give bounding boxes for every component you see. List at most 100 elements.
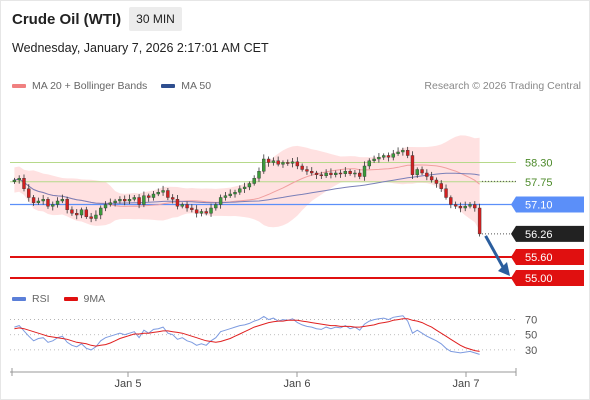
candle-body [151, 193, 156, 198]
legend-ma50: MA 50 [161, 80, 211, 92]
candle-body [103, 204, 108, 209]
candle-body [353, 172, 357, 175]
candle-body [113, 200, 117, 203]
candle-body [180, 204, 184, 207]
candle-body [146, 195, 151, 198]
rsi-ma-swatch-icon [63, 297, 78, 301]
candle-body [343, 171, 348, 174]
candle-body [209, 207, 213, 214]
level-label-0: 58.30 [525, 158, 553, 170]
candle-body [300, 165, 304, 170]
ma50-line [14, 172, 480, 204]
candle-body [468, 204, 472, 207]
timestamp: Wednesday, January 7, 2026 2:17:01 AM CE… [12, 41, 269, 55]
candle-body [190, 207, 194, 210]
candle-body [473, 204, 477, 209]
candle-body [425, 172, 429, 177]
bollinger-band [14, 135, 480, 231]
candle-body [266, 158, 271, 163]
candle-body [99, 207, 103, 216]
candle-body [348, 171, 352, 174]
candle-body [305, 169, 309, 172]
candle-body [199, 211, 204, 214]
candle-body [242, 186, 247, 189]
candle-body [362, 165, 367, 177]
candle-body [51, 204, 55, 207]
candle-body [175, 199, 180, 207]
candle-body [75, 213, 79, 216]
candle-body [194, 209, 199, 214]
candle-body [84, 209, 89, 217]
candle-body [396, 151, 400, 154]
level-box-3 [511, 225, 584, 242]
projection-arrow-head [498, 262, 510, 276]
candle-body [108, 202, 113, 205]
candle-body [319, 174, 324, 176]
candle-body [218, 197, 223, 205]
candle-body [89, 216, 93, 219]
candle-body [27, 188, 31, 198]
candle-body [477, 207, 482, 235]
candle-body [271, 160, 276, 163]
level-label-5: 55.00 [525, 273, 553, 285]
chart-header: Crude Oil (WTI) 30 MIN [12, 7, 182, 31]
candle-body [118, 199, 122, 202]
ma50-swatch-icon [161, 84, 176, 88]
candle-body [458, 206, 463, 209]
candle-body [358, 172, 362, 177]
candle-body [233, 192, 237, 195]
candle-body [439, 183, 443, 189]
candle-body [70, 209, 74, 214]
level-label-2: 57.10 [525, 200, 553, 212]
candle-body [334, 172, 338, 175]
rsi-line [14, 315, 480, 355]
candle-body [142, 195, 146, 205]
candle-body [17, 178, 21, 181]
timeframe-badge[interactable]: 30 MIN [129, 7, 182, 31]
candle-body [238, 188, 242, 193]
candle-body [410, 155, 415, 175]
candle-body [228, 193, 232, 196]
candle-body [386, 155, 391, 158]
candle-body [79, 209, 84, 216]
candle-body [137, 197, 141, 205]
candle-body [381, 155, 386, 158]
rsi-legend: RSI 9MA [12, 293, 119, 305]
candle-body [65, 199, 69, 210]
candle-body [223, 195, 228, 198]
research-credit: Research © 2026 Trading Central [424, 80, 581, 92]
rsi-level-label-0: 70 [525, 315, 537, 327]
legend-rsi-ma-label: 9MA [83, 293, 106, 305]
x-tick-label-2: Jan 7 [453, 378, 480, 390]
candle-body [444, 188, 448, 198]
candle-body [257, 171, 261, 179]
instrument-title: Crude Oil (WTI) [12, 10, 122, 28]
level-label-1: 57.75 [525, 177, 553, 189]
candle-body [286, 162, 290, 164]
candle-body [170, 197, 175, 200]
candle-body [314, 172, 319, 175]
candle-body [391, 153, 395, 158]
legend-ma50-label: MA 50 [181, 80, 212, 92]
candle-body [449, 197, 453, 205]
candle-body [204, 211, 208, 214]
candle-body [252, 178, 256, 184]
candle-body [405, 150, 410, 156]
projection-arrow-shaft [484, 235, 506, 270]
level-box-2 [511, 196, 584, 213]
level-label-3: 56.26 [525, 229, 553, 241]
candle-body [429, 176, 434, 181]
candle-body [367, 160, 371, 167]
candle-body [161, 190, 165, 193]
candle-body [372, 158, 376, 161]
rsi-ma-line [14, 318, 480, 352]
candle-body [12, 179, 17, 182]
x-tick-label-1: Jan 6 [284, 378, 311, 390]
rsi-swatch-icon [12, 297, 26, 301]
candle-body [420, 169, 424, 174]
candle-body [276, 160, 280, 165]
candle-body [185, 204, 189, 209]
candle-body [310, 171, 314, 174]
candle-body [434, 179, 439, 184]
